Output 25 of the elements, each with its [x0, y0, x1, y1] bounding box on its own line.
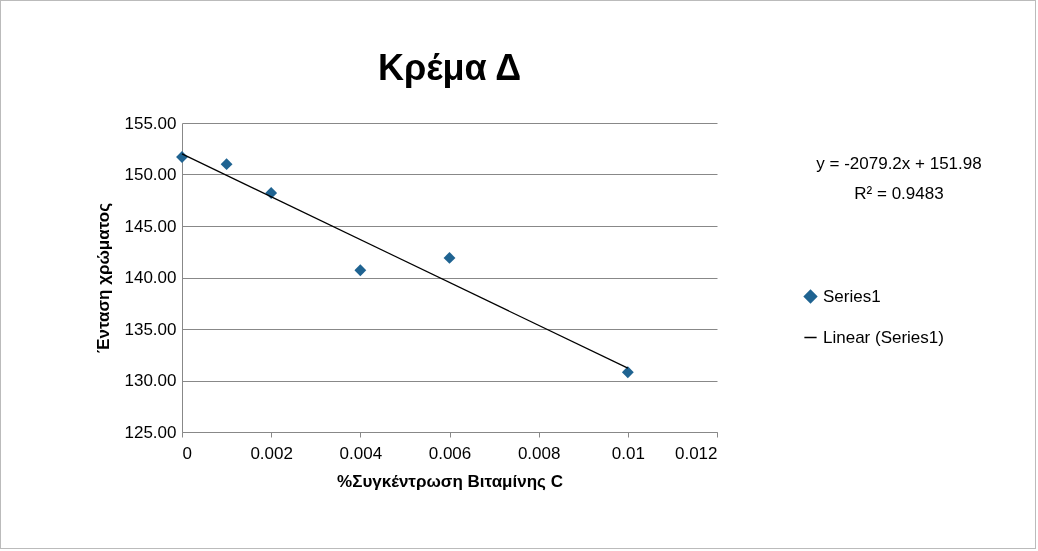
y-axis-title: Ένταση χρώματος: [93, 202, 113, 354]
chart-title: Κρέμα Δ: [377, 47, 522, 88]
y-tick-label: 145.00: [124, 216, 177, 236]
point: [220, 158, 233, 171]
x-tick-label: 0.012: [674, 443, 718, 463]
y-tick-label: 150.00: [124, 165, 177, 184]
text: R² = 0.9483: [854, 184, 944, 203]
point: [443, 252, 456, 264]
point: [621, 366, 634, 379]
legend-label: Series1: [823, 286, 881, 306]
x-tick-label: 0.008: [517, 443, 561, 463]
x-tick-label: 0: [182, 443, 192, 463]
text: y = -2079.2x + 151.98: [816, 154, 982, 173]
y-tick-label: 130.00: [124, 371, 177, 390]
x-tick-label: 0.002: [250, 443, 293, 463]
x-tick-label: 0.01: [611, 443, 645, 463]
y-tick-label: 125.00: [124, 422, 177, 442]
x-tick-label: 0.006: [428, 443, 472, 463]
x-tick-label: 0.004: [339, 443, 383, 463]
y-tick-label: 140.00: [124, 268, 177, 287]
legend-label: Linear (Series1): [823, 327, 944, 347]
y-tick-label: 135.00: [124, 319, 177, 339]
x-axis-title: %Συγκέντρωση Βιταμίνης C: [337, 471, 563, 491]
y-tick-label: 155.00: [124, 113, 177, 133]
point: [354, 264, 367, 277]
